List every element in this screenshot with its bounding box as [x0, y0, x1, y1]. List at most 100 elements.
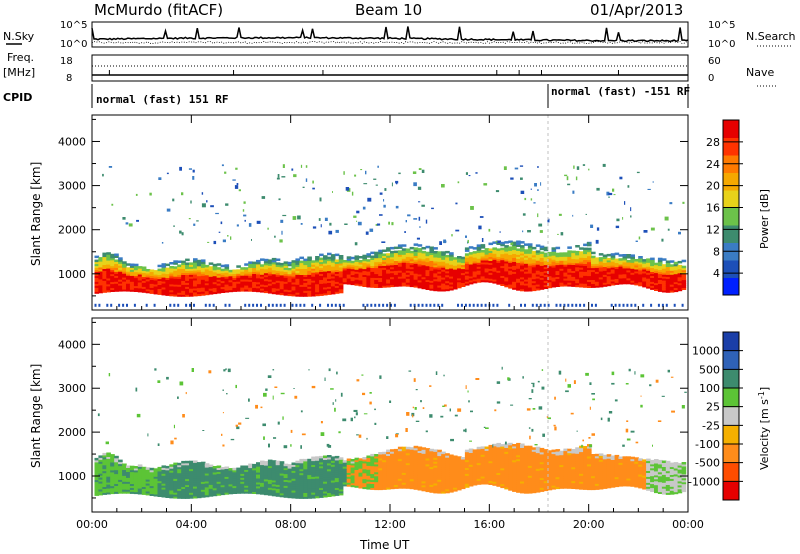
power-cell	[342, 303, 345, 307]
velocity-cell	[425, 471, 431, 475]
power-cell	[327, 288, 332, 291]
power-cell	[598, 257, 604, 260]
velocity-cell	[193, 490, 198, 493]
power-cell	[547, 267, 553, 271]
velocity-cell	[338, 481, 344, 484]
power-cell	[647, 188, 651, 190]
power-cell	[196, 291, 202, 295]
power-cell	[244, 279, 249, 282]
power-cell	[252, 287, 257, 290]
velocity-cell	[323, 467, 328, 470]
power-cell	[551, 281, 557, 284]
velocity-cell	[330, 492, 336, 495]
velocity-cell	[504, 473, 509, 476]
power-cell	[366, 269, 371, 272]
power-cell	[449, 282, 454, 285]
power-cell	[252, 275, 257, 278]
velocity-cell	[429, 470, 434, 474]
velocity-cell	[441, 491, 446, 494]
power-cell	[169, 279, 174, 283]
nsky-label: N.Sky	[3, 30, 35, 43]
velocity-cell	[496, 442, 501, 446]
velocity-cell	[173, 462, 178, 466]
power-cell	[567, 183, 571, 186]
power-cell	[480, 269, 486, 273]
power-cell	[129, 263, 135, 266]
power-cell	[114, 273, 119, 276]
power-cell	[596, 227, 600, 231]
velocity-cell	[303, 468, 308, 472]
power-cell	[481, 238, 484, 242]
power-cell	[106, 262, 111, 265]
power-cell	[370, 283, 375, 286]
velocity-cell	[204, 465, 210, 468]
velocity-cell	[460, 468, 466, 472]
velocity-cell	[208, 472, 214, 475]
power-cell	[429, 262, 434, 265]
power-cell	[563, 256, 568, 259]
power-cell	[464, 281, 470, 284]
power-cell	[216, 285, 222, 288]
velocity-cell	[118, 469, 123, 472]
power-cell	[421, 282, 427, 286]
power-cell	[583, 271, 588, 274]
velocity-cell	[244, 481, 249, 484]
power-cell	[338, 284, 344, 288]
velocity-cell	[295, 490, 300, 493]
velocity-cell	[228, 489, 234, 493]
velocity-cell	[141, 488, 147, 491]
power-colorbar-cell	[723, 207, 739, 226]
velocity-cell	[193, 486, 198, 489]
velocity-cell	[114, 481, 119, 484]
power-cell	[626, 275, 631, 279]
power-cell	[539, 251, 545, 254]
velocity-cell	[157, 478, 163, 482]
power-cell	[429, 272, 434, 275]
velocity-cell	[200, 495, 206, 498]
power-cell	[429, 278, 434, 281]
power-cell	[161, 271, 167, 274]
velocity-cell	[299, 482, 304, 486]
power-cell	[409, 274, 415, 278]
power-cell	[252, 263, 257, 267]
velocity-cell	[311, 488, 316, 491]
velocity-cell	[350, 482, 356, 486]
power-cell	[551, 277, 557, 280]
power-cell	[547, 259, 553, 263]
velocity-cell	[161, 473, 167, 476]
velocity-cell	[330, 478, 336, 481]
power-cell	[118, 271, 123, 274]
power-cell	[488, 252, 494, 255]
power-cell	[338, 263, 344, 266]
velocity-cell	[106, 458, 111, 461]
velocity-cell	[330, 458, 336, 461]
velocity-cell	[126, 489, 131, 492]
velocity-cell	[496, 460, 501, 464]
power-cell	[319, 285, 324, 288]
velocity-cell	[512, 444, 517, 447]
power-cell	[189, 278, 194, 281]
power-cell	[212, 287, 218, 291]
power-cell	[98, 288, 103, 292]
power-cell	[232, 281, 237, 284]
power-cell	[433, 255, 438, 258]
power-cell	[374, 265, 379, 269]
power-cell	[358, 279, 364, 283]
velocity-cell	[212, 491, 218, 495]
velocity-cell	[449, 468, 454, 471]
velocity-cell	[476, 456, 482, 460]
power-cell	[240, 277, 245, 280]
velocity-cell	[386, 465, 391, 468]
power-cell	[102, 252, 107, 256]
power-cell	[291, 266, 297, 269]
velocity-cell	[480, 478, 486, 481]
velocity-cell	[437, 487, 442, 490]
velocity-cell	[323, 475, 328, 478]
velocity-cell	[488, 464, 494, 468]
power-cell	[441, 271, 446, 274]
velocity-cell	[94, 473, 100, 477]
power-cell	[571, 268, 576, 271]
velocity-cell	[94, 469, 100, 473]
power-cell	[654, 264, 659, 268]
power-cell	[650, 259, 655, 263]
